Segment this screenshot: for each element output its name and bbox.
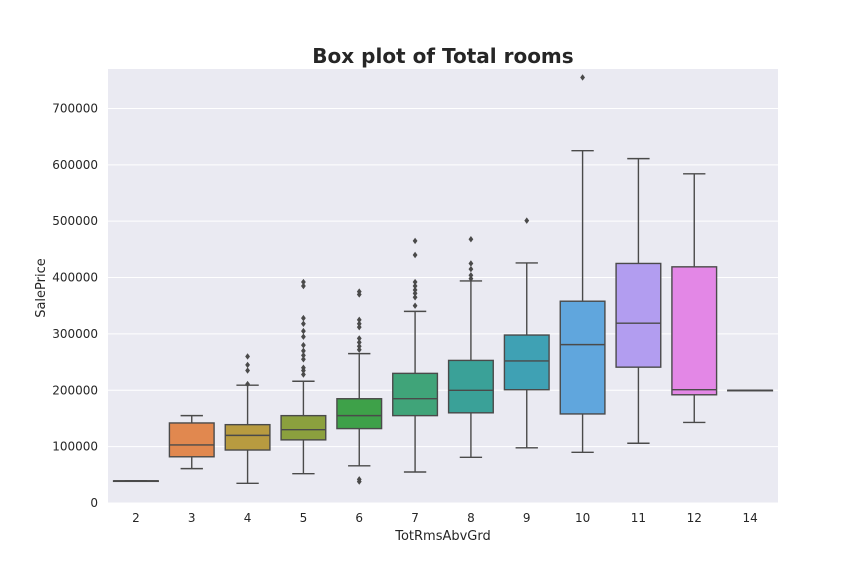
box-iqr bbox=[168, 422, 215, 458]
y-tick-label: 0 bbox=[90, 496, 98, 510]
y-tick-label: 100000 bbox=[52, 440, 98, 454]
outlier-point bbox=[356, 323, 362, 331]
box-iqr bbox=[615, 262, 662, 368]
outlier-point bbox=[524, 217, 530, 224]
x-tick-label: 8 bbox=[467, 511, 475, 525]
outlier-point bbox=[245, 361, 250, 369]
outlier-point bbox=[356, 476, 362, 483]
plot-background bbox=[108, 69, 778, 503]
y-tick-label: 400000 bbox=[52, 271, 98, 285]
outlier-point bbox=[245, 353, 250, 360]
box-iqr bbox=[671, 266, 718, 396]
outlier-point bbox=[301, 352, 306, 359]
x-tick-label: 11 bbox=[631, 511, 646, 525]
x-tick-label: 9 bbox=[523, 511, 531, 525]
outlier-point bbox=[301, 341, 306, 349]
outlier-point bbox=[412, 278, 418, 286]
box-group bbox=[447, 236, 494, 459]
x-tick-label: 5 bbox=[300, 511, 308, 525]
box-iqr bbox=[336, 398, 383, 430]
box-iqr bbox=[280, 414, 327, 441]
x-tick-label: 3 bbox=[188, 511, 196, 525]
outlier-point bbox=[245, 367, 250, 374]
outlier-point bbox=[356, 320, 362, 327]
outlier-point bbox=[412, 251, 418, 259]
x-tick-label: 10 bbox=[575, 511, 590, 525]
outlier-point bbox=[301, 333, 306, 340]
box-iqr bbox=[392, 372, 439, 417]
y-tick-label: 600000 bbox=[52, 158, 98, 172]
outlier-point bbox=[412, 282, 418, 290]
box-group bbox=[727, 389, 774, 392]
outlier-point bbox=[412, 294, 418, 301]
outlier-point bbox=[356, 335, 362, 342]
box-group bbox=[280, 278, 327, 475]
y-tick-label: 300000 bbox=[52, 327, 98, 341]
box-group bbox=[224, 353, 271, 484]
box-group bbox=[336, 288, 383, 485]
box-group bbox=[168, 414, 215, 470]
outlier-point bbox=[468, 265, 474, 273]
box-group bbox=[112, 480, 159, 483]
outlier-point bbox=[301, 314, 306, 322]
outlier-point bbox=[301, 278, 306, 286]
x-tick-label: 7 bbox=[411, 511, 419, 525]
outlier-point bbox=[412, 302, 418, 309]
boxes-group bbox=[112, 74, 774, 485]
outlier-point bbox=[412, 237, 418, 245]
outlier-point bbox=[356, 346, 362, 353]
outlier-point bbox=[301, 371, 306, 378]
outlier-point bbox=[356, 288, 362, 295]
box-iqr bbox=[559, 300, 606, 415]
outlier-point bbox=[580, 74, 585, 81]
y-tick-labels: 0 100000 200000 300000 400000 500000 600000 700… bbox=[52, 101, 98, 510]
outlier-point bbox=[356, 316, 362, 324]
outlier-point bbox=[301, 320, 306, 327]
box-group bbox=[559, 74, 606, 453]
x-tick-label: 4 bbox=[244, 511, 252, 525]
y-tick-label: 200000 bbox=[52, 383, 98, 397]
x-tick-label: 14 bbox=[742, 511, 757, 525]
outlier-point bbox=[301, 356, 306, 363]
y-axis-label: SalePrice bbox=[34, 258, 49, 318]
outlier-point bbox=[301, 364, 306, 371]
box-group bbox=[503, 217, 550, 449]
outlier-point bbox=[412, 290, 418, 297]
outlier-point bbox=[356, 339, 362, 346]
outlier-point bbox=[356, 343, 362, 350]
x-tick-label: 6 bbox=[355, 511, 363, 525]
box-iqr bbox=[503, 334, 550, 391]
outlier-point bbox=[245, 380, 250, 388]
y-tick-label: 700000 bbox=[52, 101, 98, 115]
chart-title: Box plot of Total rooms bbox=[312, 44, 573, 68]
box-group bbox=[671, 173, 718, 424]
gridlines bbox=[108, 107, 778, 504]
x-tick-label: 12 bbox=[687, 511, 702, 525]
outlier-point bbox=[412, 286, 418, 294]
outlier-point bbox=[301, 347, 306, 355]
outlier-point bbox=[468, 275, 474, 282]
box-iqr bbox=[447, 359, 494, 414]
x-tick-label: 2 bbox=[132, 511, 140, 525]
box-group bbox=[615, 157, 662, 444]
box-iqr bbox=[224, 423, 271, 451]
outlier-point bbox=[468, 236, 474, 243]
box-group bbox=[392, 237, 439, 473]
x-tick-labels: 2 3 4 5 6 7 8 9 10 11 12 14 bbox=[132, 511, 758, 525]
outlier-point bbox=[301, 282, 306, 290]
outlier-point bbox=[468, 260, 474, 267]
y-tick-label: 500000 bbox=[52, 214, 98, 228]
outlier-point bbox=[468, 272, 474, 279]
x-axis-label: TotRmsAbvGrd bbox=[394, 529, 491, 544]
outlier-point bbox=[301, 327, 306, 335]
